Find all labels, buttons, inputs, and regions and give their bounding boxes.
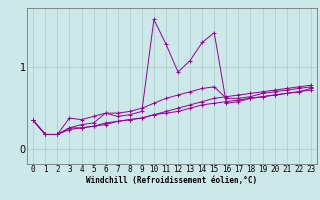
- X-axis label: Windchill (Refroidissement éolien,°C): Windchill (Refroidissement éolien,°C): [86, 176, 258, 185]
